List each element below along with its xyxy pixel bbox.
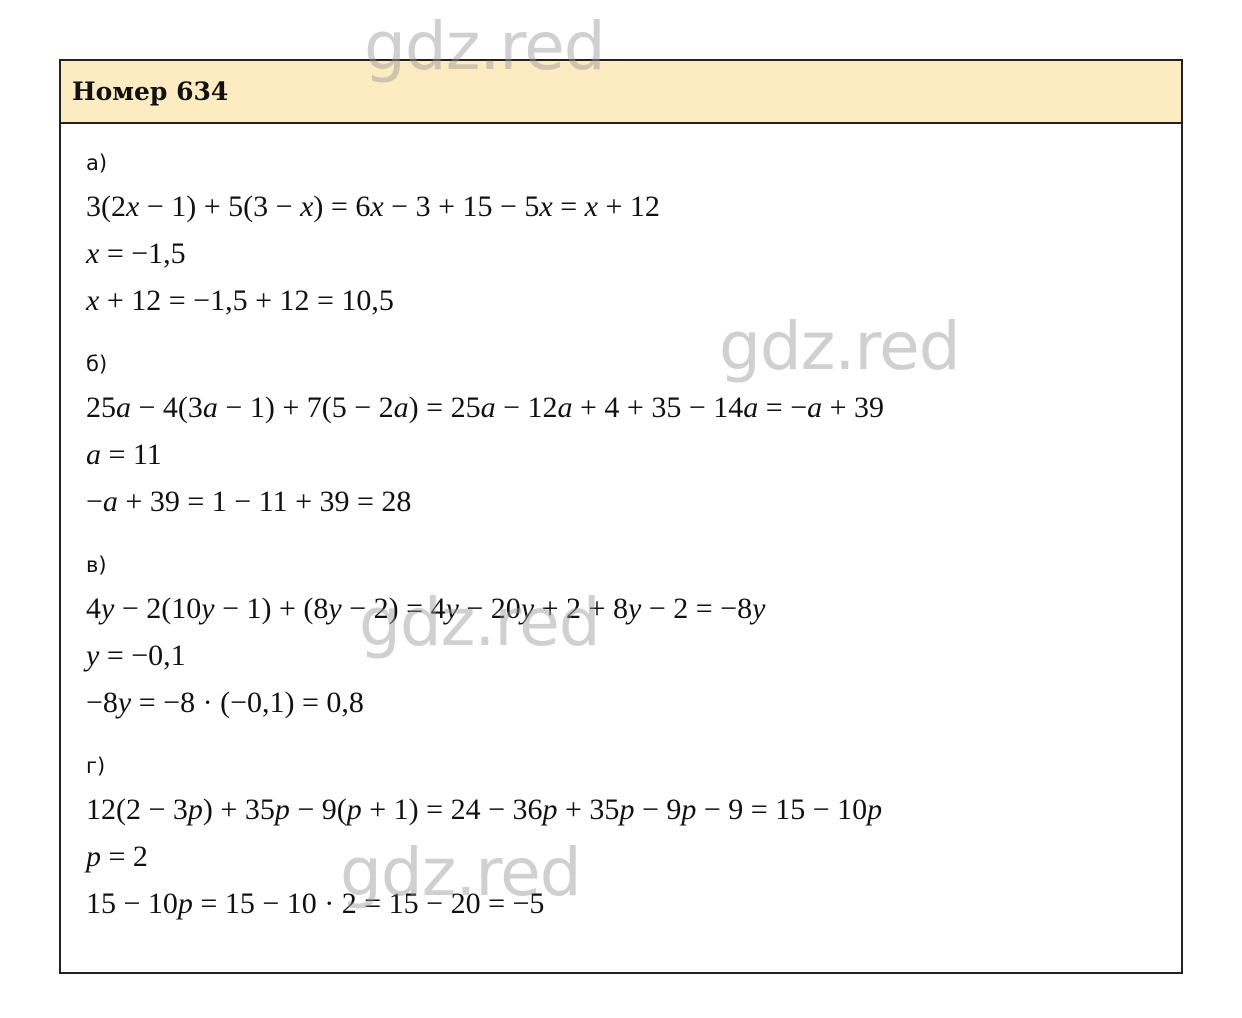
equation-line: 3(2x − 1) + 5(3 − x) = 6x − 3 + 15 − 5x … bbox=[86, 190, 660, 223]
solution-content: а) 3(2x − 1) + 5(3 − x) = 6x − 3 + 15 − … bbox=[86, 143, 1181, 947]
equation-line: y = −0,1 bbox=[86, 639, 186, 672]
equation-line: 4y − 2(10y − 1) + (8y − 2) = 4y − 20y + … bbox=[86, 592, 766, 625]
section-label: г) bbox=[86, 754, 106, 778]
section-v: в) 4y − 2(10y − 1) + (8y − 2) = 4y − 20y… bbox=[86, 545, 1181, 746]
section-b: б) 25a − 4(3a − 1) + 7(5 − 2a) = 25a − 1… bbox=[86, 344, 1181, 545]
equation-line: 25a − 4(3a − 1) + 7(5 − 2a) = 25a − 12a … bbox=[86, 391, 885, 424]
section-label: в) bbox=[86, 553, 107, 577]
section-a: а) 3(2x − 1) + 5(3 − x) = 6x − 3 + 15 − … bbox=[86, 143, 1181, 344]
section-label: а) bbox=[86, 151, 108, 175]
equation-line: x + 12 = −1,5 + 12 = 10,5 bbox=[86, 284, 394, 317]
problem-title: Номер 634 bbox=[61, 61, 1181, 124]
equation-line: −8y = −8 · (−0,1) = 0,8 bbox=[86, 686, 364, 719]
equation-line: x = −1,5 bbox=[86, 237, 186, 270]
section-label: б) bbox=[86, 352, 108, 376]
section-g: г) 12(2 − 3p) + 35p − 9(p + 1) = 24 − 36… bbox=[86, 746, 1181, 947]
equation-line: 12(2 − 3p) + 35p − 9(p + 1) = 24 − 36p +… bbox=[86, 793, 883, 826]
equation-line: 15 − 10p = 15 − 10 · 2 = 15 − 20 = −5 bbox=[86, 887, 545, 920]
equation-line: p = 2 bbox=[86, 840, 148, 873]
equation-line: −a + 39 = 1 − 11 + 39 = 28 bbox=[86, 485, 412, 518]
problem-card: Номер 634 а) 3(2x − 1) + 5(3 − x) = 6x −… bbox=[59, 59, 1183, 974]
equation-line: a = 11 bbox=[86, 438, 162, 471]
